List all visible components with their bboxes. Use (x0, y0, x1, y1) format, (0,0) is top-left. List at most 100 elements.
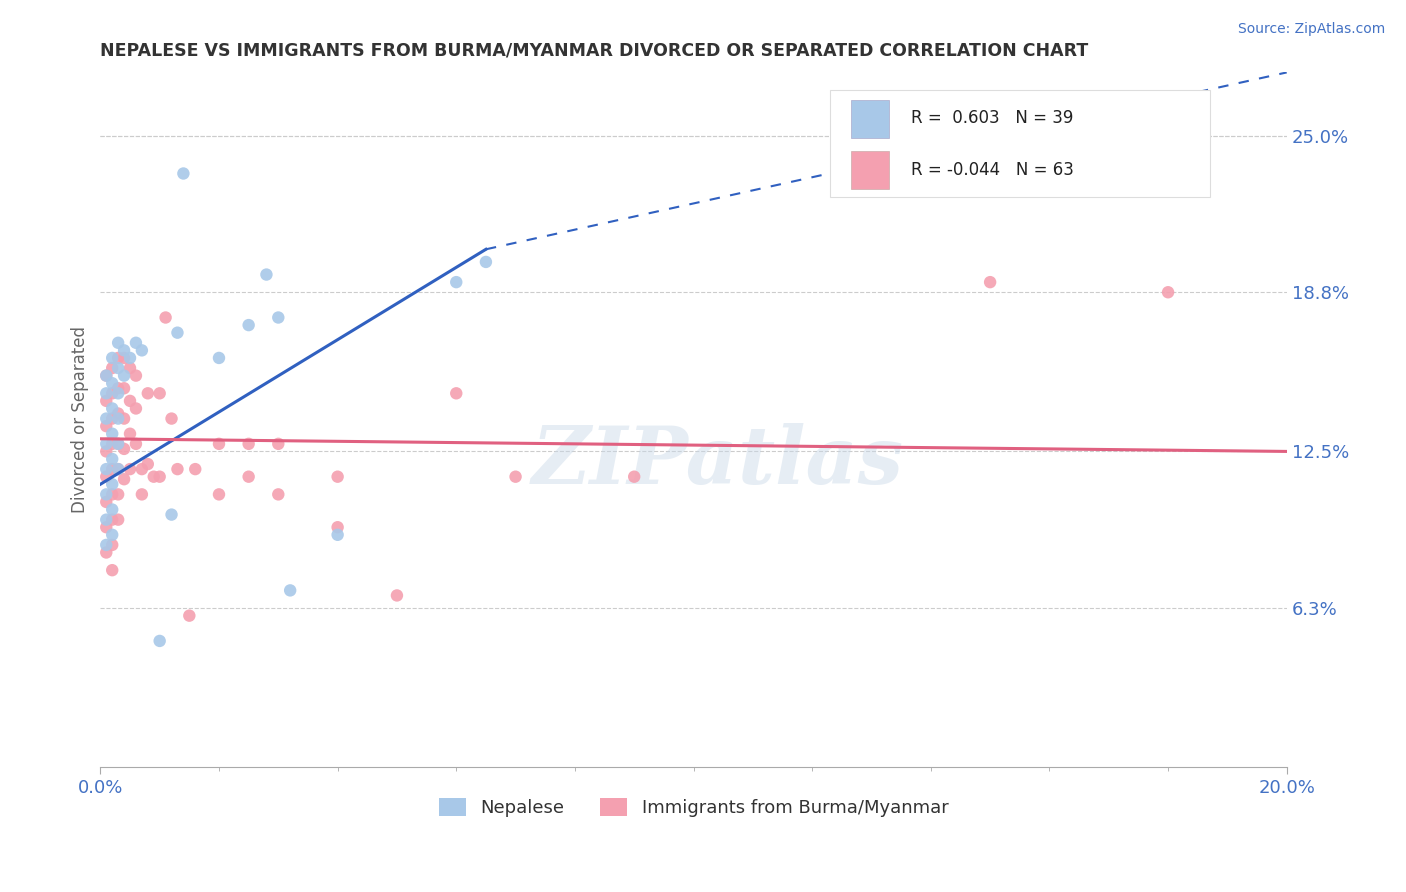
Text: Source: ZipAtlas.com: Source: ZipAtlas.com (1237, 22, 1385, 37)
Point (118, 462, 141, 476)
Point (160, 508, 183, 522)
Point (166, 326, 188, 340)
Point (326, 469, 349, 483)
Point (107, 487, 129, 501)
Point (107, 462, 129, 476)
Point (101, 538, 124, 552)
Point (208, 437, 231, 451)
Point (125, 437, 148, 451)
Text: R =  0.603   N = 39: R = 0.603 N = 39 (911, 110, 1073, 128)
Point (208, 351, 231, 365)
Point (131, 462, 153, 476)
Point (446, 275, 468, 289)
Point (278, 583, 301, 598)
Point (101, 502, 124, 516)
Point (149, 469, 172, 483)
Point (96, 520, 118, 534)
Point (179, 608, 201, 623)
Text: NEPALESE VS IMMIGRANTS FROM BURMA/MYANMAR DIVORCED OR SEPARATED CORRELATION CHAR: NEPALESE VS IMMIGRANTS FROM BURMA/MYANMA… (100, 42, 1088, 60)
Point (107, 361, 129, 376)
Point (160, 411, 183, 425)
Point (101, 426, 124, 441)
Point (96, 444, 118, 458)
Point (107, 437, 129, 451)
Point (101, 513, 124, 527)
Point (101, 401, 124, 416)
Point (125, 335, 148, 350)
Text: ZIPatlas: ZIPatlas (531, 423, 903, 500)
Point (112, 411, 135, 425)
Point (107, 437, 129, 451)
Point (112, 472, 135, 486)
Point (101, 477, 124, 491)
Point (96, 513, 118, 527)
Point (96, 437, 118, 451)
Point (101, 376, 124, 391)
Point (475, 255, 498, 269)
Point (267, 310, 290, 325)
Point (623, 469, 645, 483)
Point (118, 351, 141, 365)
Point (326, 528, 349, 542)
Point (112, 351, 135, 365)
Point (96, 469, 118, 483)
Point (101, 452, 124, 467)
Point (101, 386, 124, 401)
Point (101, 487, 124, 501)
Point (172, 166, 194, 180)
FancyBboxPatch shape (830, 90, 1209, 197)
Point (101, 411, 124, 425)
Point (505, 469, 527, 483)
Point (326, 520, 349, 534)
Point (96, 386, 118, 401)
Point (125, 368, 148, 383)
Point (101, 351, 124, 365)
Point (112, 442, 135, 456)
Point (101, 462, 124, 476)
Point (142, 469, 165, 483)
Point (155, 310, 177, 325)
Point (238, 469, 260, 483)
Point (107, 462, 129, 476)
Point (208, 487, 231, 501)
Point (125, 401, 148, 416)
Point (107, 386, 129, 401)
Point (118, 361, 141, 376)
Point (256, 268, 278, 282)
Point (385, 589, 408, 603)
Point (96, 487, 118, 501)
Point (184, 462, 207, 476)
FancyBboxPatch shape (851, 151, 889, 189)
Point (112, 368, 135, 383)
Point (118, 393, 141, 408)
Point (166, 462, 188, 476)
Point (101, 528, 124, 542)
Point (107, 407, 129, 421)
Point (96, 411, 118, 425)
Point (101, 563, 124, 577)
Point (96, 538, 118, 552)
Point (112, 343, 135, 358)
Point (1157, 285, 1180, 300)
Point (149, 386, 172, 401)
Point (267, 437, 290, 451)
Point (238, 318, 260, 332)
Point (96, 495, 118, 509)
Point (446, 386, 468, 401)
Point (131, 487, 153, 501)
Point (96, 545, 118, 559)
Point (96, 419, 118, 434)
Legend: Nepalese, Immigrants from Burma/Myanmar: Nepalese, Immigrants from Burma/Myanmar (432, 790, 956, 824)
FancyBboxPatch shape (851, 100, 889, 138)
Point (96, 368, 118, 383)
Point (107, 351, 129, 365)
Point (107, 411, 129, 425)
Point (107, 381, 129, 395)
Point (267, 487, 290, 501)
Point (112, 381, 135, 395)
Point (131, 343, 153, 358)
Point (118, 426, 141, 441)
Point (136, 457, 159, 471)
Text: R = -0.044   N = 63: R = -0.044 N = 63 (911, 161, 1074, 179)
Point (107, 335, 129, 350)
